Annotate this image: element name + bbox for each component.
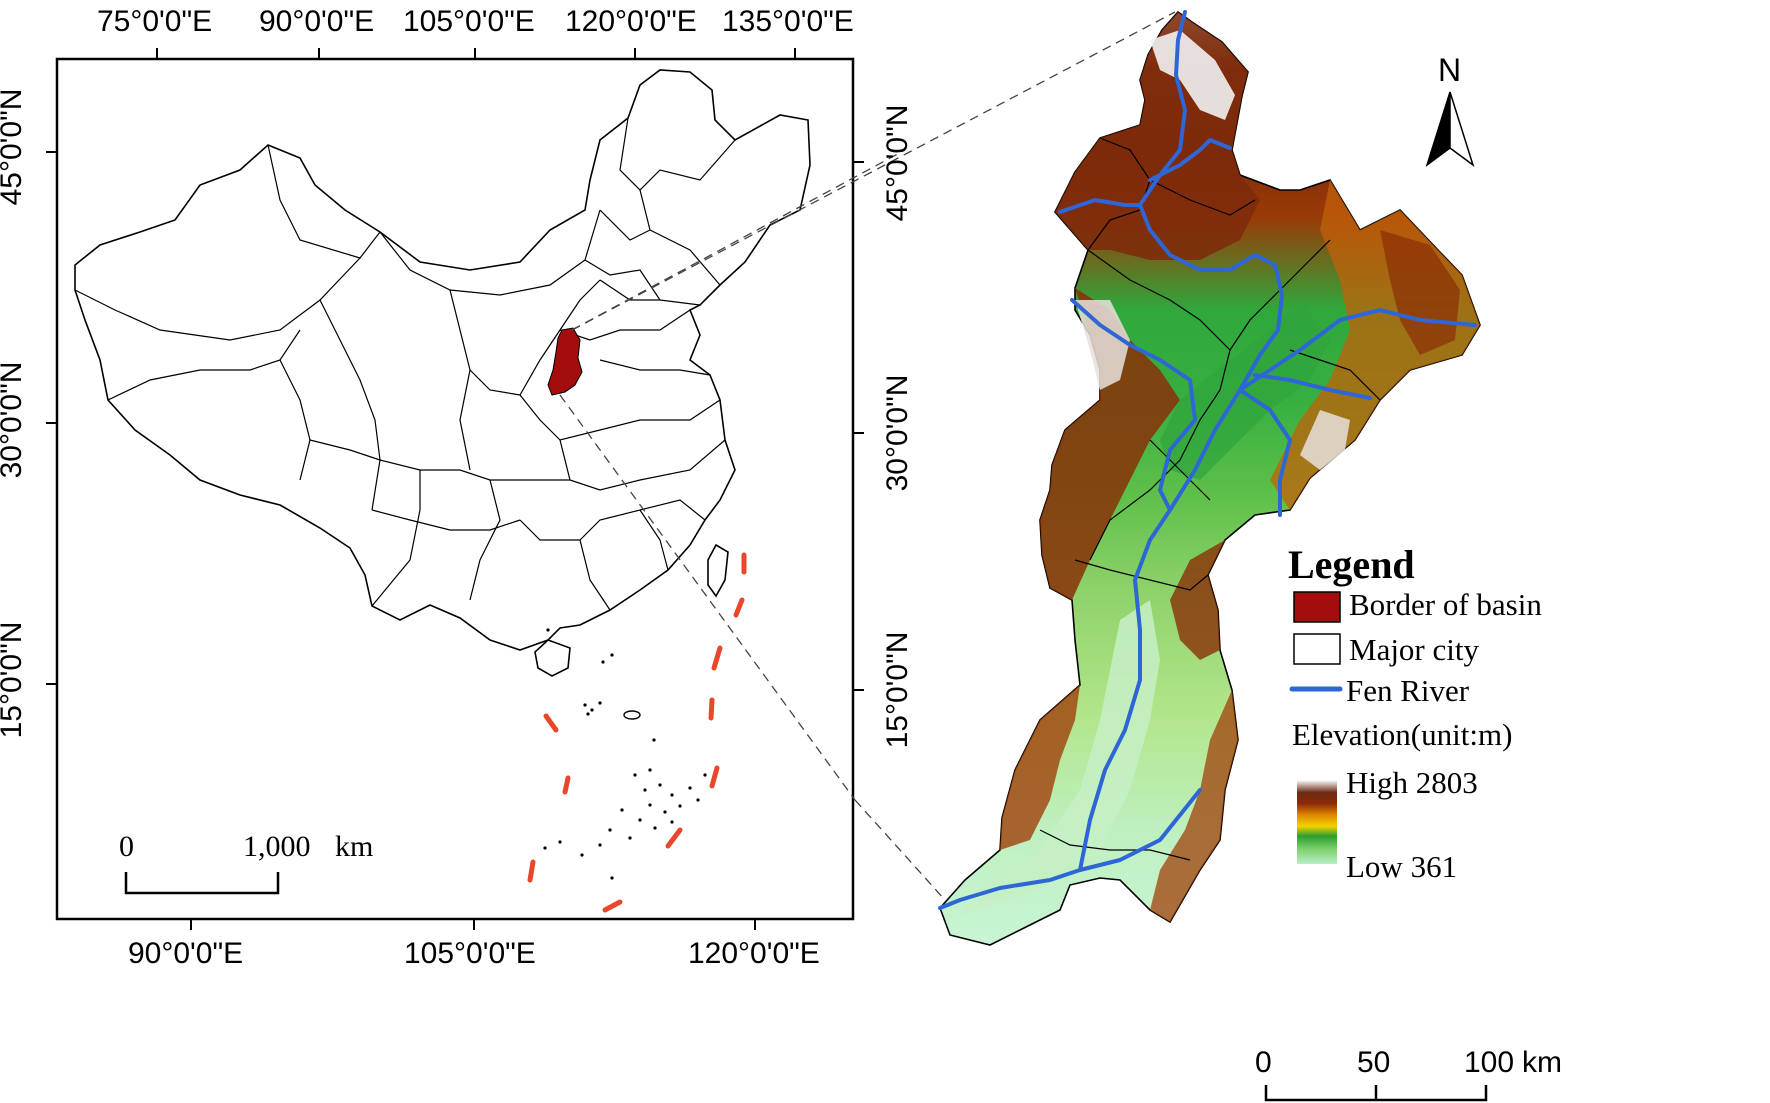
legend-elevation-high: High 2803 xyxy=(1346,765,1478,800)
inset-scale-zero: 0 xyxy=(119,830,134,863)
legend-border-of-basin: Border of basin xyxy=(1349,587,1542,622)
southeast-mountains xyxy=(1170,540,1225,660)
inset-scale-bar xyxy=(124,872,280,895)
right-lat-label-45: 45°0'0"N xyxy=(881,104,914,222)
top-lon-label-75: 75°0'0"E xyxy=(97,5,213,38)
nine-dash-line xyxy=(527,552,747,913)
basin-scale-bar xyxy=(1264,1085,1488,1102)
inset-scale-distance: 1,000 xyxy=(243,830,311,863)
legend-elevation-ramp xyxy=(1297,780,1337,864)
legend-major-city: Major city xyxy=(1349,632,1479,667)
legend-city-swatch xyxy=(1293,633,1341,665)
bottom-lon-label-90: 90°0'0"E xyxy=(128,937,244,970)
inset-graticule-ticks xyxy=(46,48,864,930)
top-lon-label-135: 135°0'0"E xyxy=(722,5,854,38)
basin-scale-unit: km xyxy=(1522,1046,1562,1079)
bottom-lon-label-105: 105°0'0"E xyxy=(404,937,536,970)
left-lat-label-45: 45°0'0"N xyxy=(0,88,28,206)
western-mountains xyxy=(1040,288,1180,600)
fen-river xyxy=(938,10,1477,910)
bottom-lon-label-120: 120°0'0"E xyxy=(688,937,820,970)
basin-map xyxy=(938,10,1481,946)
western-peaks xyxy=(1075,300,1130,390)
connector-lines xyxy=(559,11,1176,901)
southern-plain xyxy=(960,600,1160,915)
southeast-rim xyxy=(1150,690,1238,922)
top-lon-label-90: 90°0'0"E xyxy=(259,5,375,38)
left-lat-label-30: 30°0'0"N xyxy=(0,361,28,479)
central-valley xyxy=(1160,300,1330,480)
legend-basin-swatch xyxy=(1293,591,1341,623)
basin-scale-max: 100 xyxy=(1464,1046,1515,1079)
east-peaks xyxy=(1300,410,1350,470)
basin-scale-zero: 0 xyxy=(1255,1046,1272,1079)
legend-elevation-title: Elevation(unit:m) xyxy=(1292,717,1513,752)
basin-highlight xyxy=(547,327,583,396)
north-arrow-label: N xyxy=(1438,52,1462,88)
north-arrow xyxy=(1425,91,1475,167)
city-boundaries xyxy=(1039,137,1381,861)
right-lat-label-15: 15°0'0"N xyxy=(881,631,914,749)
province-borders xyxy=(74,117,736,611)
legend-title: Legend xyxy=(1288,542,1415,587)
left-lat-label-15: 15°0'0"N xyxy=(0,621,28,739)
southwest-rim xyxy=(1000,685,1080,850)
legend-elevation-low: Low 361 xyxy=(1346,849,1458,884)
northern-peaks xyxy=(1150,30,1235,120)
inset-scale-unit: km xyxy=(335,830,374,863)
top-lon-label-120: 120°0'0"E xyxy=(565,5,697,38)
basin-scale-mid: 50 xyxy=(1357,1046,1391,1079)
top-lon-label-105: 105°0'0"E xyxy=(403,5,535,38)
china-outline xyxy=(74,69,811,677)
sea-islands xyxy=(543,628,707,880)
right-lat-label-30: 30°0'0"N xyxy=(881,374,914,492)
legend-fen-river: Fen River xyxy=(1346,673,1470,708)
